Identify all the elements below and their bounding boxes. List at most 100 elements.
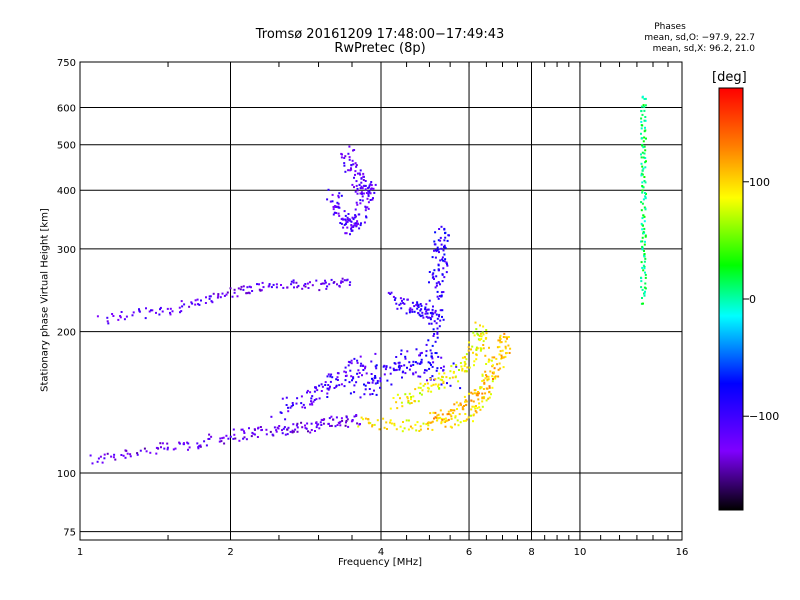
data-point bbox=[336, 376, 339, 379]
data-point bbox=[169, 311, 171, 314]
data-point bbox=[181, 305, 184, 308]
data-point bbox=[478, 406, 481, 409]
data-point bbox=[336, 424, 339, 426]
data-point bbox=[363, 221, 366, 224]
data-point bbox=[285, 404, 288, 406]
data-point bbox=[481, 405, 484, 408]
data-point bbox=[341, 280, 344, 283]
data-point bbox=[148, 310, 151, 313]
data-point bbox=[641, 248, 644, 251]
data-point bbox=[430, 421, 433, 424]
data-point bbox=[434, 286, 437, 289]
data-point bbox=[419, 428, 422, 431]
data-point bbox=[166, 442, 169, 445]
data-point bbox=[343, 162, 346, 165]
data-point bbox=[354, 208, 357, 211]
data-point bbox=[319, 421, 322, 424]
data-point bbox=[136, 453, 139, 456]
data-point bbox=[371, 425, 374, 428]
data-point bbox=[268, 283, 271, 286]
data-point bbox=[414, 423, 417, 426]
data-point bbox=[437, 281, 440, 284]
data-point bbox=[475, 328, 478, 331]
data-point bbox=[281, 429, 283, 432]
data-point bbox=[367, 201, 370, 204]
data-point bbox=[343, 210, 346, 213]
data-point bbox=[400, 307, 403, 310]
y-tick-label: 200 bbox=[57, 328, 76, 339]
data-point bbox=[504, 336, 507, 339]
data-point bbox=[475, 405, 477, 407]
data-point bbox=[437, 413, 440, 416]
data-point bbox=[329, 385, 331, 388]
data-point bbox=[278, 425, 281, 427]
data-point bbox=[348, 284, 351, 286]
data-point bbox=[427, 427, 429, 430]
data-point bbox=[111, 313, 114, 315]
data-point bbox=[470, 414, 472, 417]
data-point bbox=[364, 367, 366, 370]
data-point bbox=[368, 190, 371, 193]
data-point bbox=[340, 417, 343, 420]
data-point bbox=[362, 175, 365, 178]
data-point bbox=[314, 430, 316, 432]
data-point bbox=[412, 363, 415, 366]
data-point bbox=[414, 371, 417, 374]
data-point bbox=[482, 388, 485, 390]
data-point bbox=[428, 367, 431, 370]
data-point bbox=[416, 302, 419, 305]
data-point bbox=[225, 434, 228, 437]
data-point bbox=[416, 421, 419, 424]
data-point bbox=[394, 297, 397, 300]
data-point bbox=[386, 428, 388, 430]
data-point bbox=[169, 313, 172, 316]
y-tick-label: 500 bbox=[57, 141, 76, 152]
data-point bbox=[453, 409, 456, 412]
data-point bbox=[350, 375, 353, 378]
data-point bbox=[406, 350, 409, 353]
data-point bbox=[327, 188, 330, 191]
data-point bbox=[454, 375, 457, 378]
data-point bbox=[485, 387, 488, 390]
data-point bbox=[450, 426, 453, 429]
data-point bbox=[414, 388, 417, 391]
data-point bbox=[355, 215, 357, 218]
data-point bbox=[120, 454, 123, 456]
data-point bbox=[502, 336, 505, 338]
data-point bbox=[413, 400, 416, 402]
data-point bbox=[456, 419, 459, 422]
data-point bbox=[344, 223, 347, 225]
data-point bbox=[138, 308, 140, 311]
data-point bbox=[300, 402, 303, 405]
data-point bbox=[359, 224, 362, 227]
data-point bbox=[641, 144, 644, 147]
data-point bbox=[641, 191, 644, 194]
data-point bbox=[359, 199, 362, 202]
data-point bbox=[178, 441, 181, 444]
colorbar-tick-label: −100 bbox=[749, 410, 779, 423]
data-point bbox=[91, 462, 94, 465]
data-point bbox=[275, 283, 278, 286]
data-point bbox=[250, 435, 253, 438]
data-point bbox=[399, 297, 402, 300]
data-point bbox=[427, 316, 429, 319]
data-point bbox=[336, 201, 339, 204]
data-point bbox=[640, 174, 643, 177]
data-point bbox=[471, 345, 474, 348]
data-point bbox=[340, 222, 343, 225]
data-point bbox=[455, 364, 458, 367]
data-point bbox=[282, 427, 285, 430]
data-point bbox=[329, 375, 332, 378]
data-point bbox=[336, 283, 338, 286]
data-point bbox=[354, 173, 356, 176]
data-point bbox=[488, 386, 491, 389]
data-point bbox=[640, 137, 643, 140]
data-point bbox=[363, 184, 366, 187]
data-point bbox=[447, 234, 450, 237]
data-point bbox=[199, 444, 202, 447]
data-point bbox=[492, 371, 495, 374]
data-point bbox=[640, 110, 643, 113]
data-point bbox=[365, 192, 368, 194]
data-point bbox=[362, 418, 364, 421]
data-point bbox=[222, 436, 225, 439]
